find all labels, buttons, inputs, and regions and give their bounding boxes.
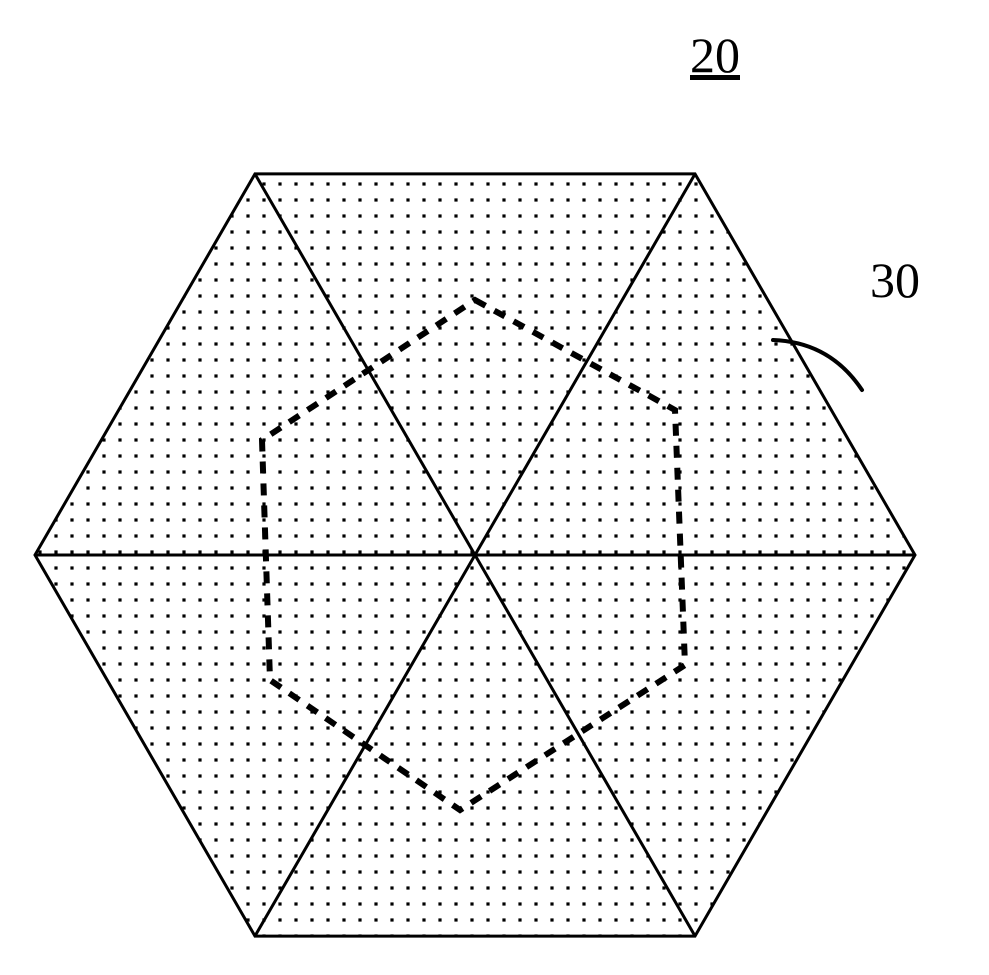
diagram-svg — [0, 0, 989, 975]
diagram-stage: 20 30 — [0, 0, 989, 975]
inner-hexagon-label: 30 — [870, 255, 920, 305]
figure-id-label: 20 — [690, 30, 740, 80]
